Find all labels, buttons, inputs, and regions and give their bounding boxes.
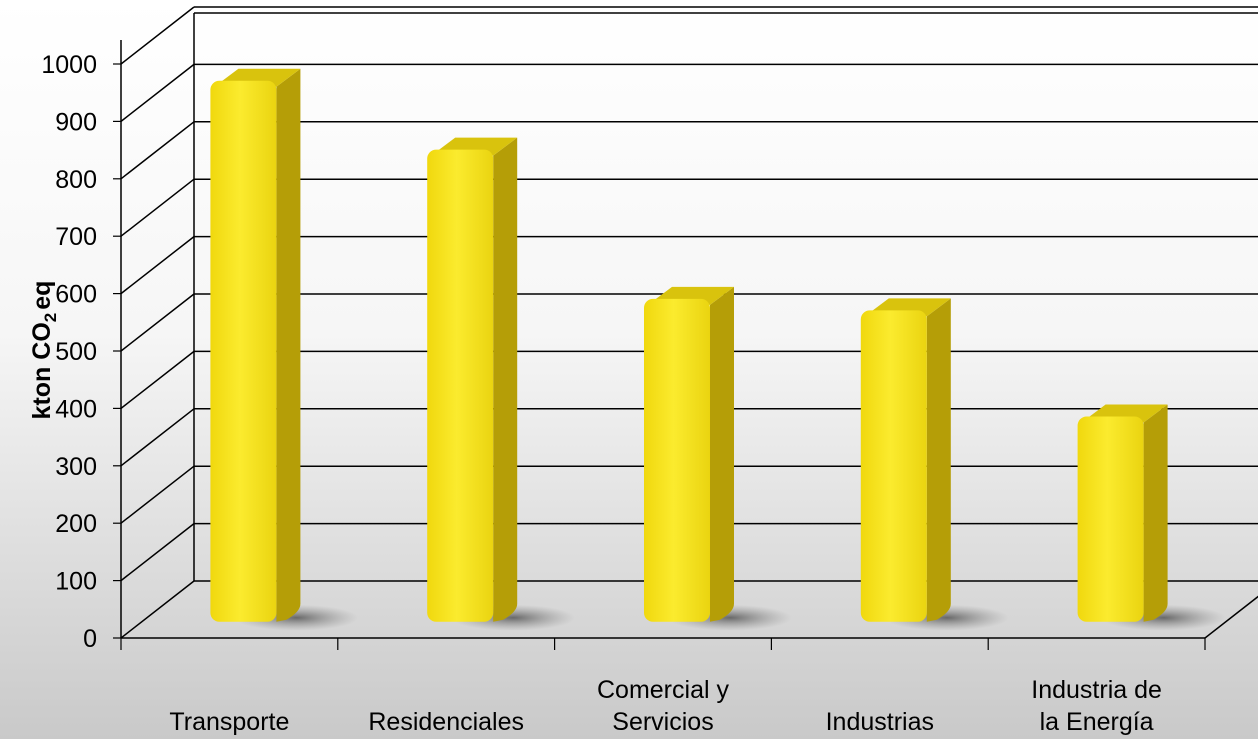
y-tick-label: 400 [55,395,97,423]
y-tick-label: 0 [83,625,97,653]
bar-side-face [1143,404,1168,622]
bar-front-face [427,149,494,622]
y-tick-label: 800 [55,166,97,194]
gridline-diagonal [120,293,195,352]
y-axis-title-subscript: 2 [41,313,60,322]
x-category-label: Industrias [826,708,934,736]
x-category-label-line: Comercial y [597,676,729,704]
y-axis-title-suffix: eq [28,281,56,310]
x-category-label-line: Industria de [1031,676,1162,704]
y-tick-label: 600 [55,281,97,309]
x-category-label: Industria de la Energía [1031,676,1162,736]
bar-2 [427,137,576,631]
x-category-label-line: Transporte [169,708,289,736]
bar-front-face [860,310,927,622]
x-category-labels: Transporte Residenciales Comercial y Servic… [169,676,1162,736]
y-tick-label: 300 [55,453,97,481]
gridline-diagonal [120,236,195,295]
gridline-diagonal [120,580,195,639]
y-tick-label: 900 [55,108,97,136]
x-category-label-line: Servicios [612,708,713,736]
bar-front-face [1077,416,1144,622]
bar-5 [1077,404,1226,631]
y-axis-title-prefix: kton CO [28,322,56,419]
y-tick-label: 500 [55,338,97,366]
bar-3 [644,286,792,631]
gridline-diagonal [120,121,195,180]
x-category-label: Comercial y Servicios [597,676,729,736]
gridline-diagonal [120,350,195,409]
bar-4 [860,298,1009,631]
bar-side-face [710,286,734,622]
bar-side-face [926,298,951,622]
y-tick-label: 200 [55,510,97,538]
x-category-label-line: Industrias [826,708,934,736]
plot-frame [120,12,1258,650]
gridline-diagonal [120,408,195,467]
bars [210,68,1226,631]
y-axis-title: kton CO2 eq [28,281,60,420]
y-tick-label: 100 [55,568,97,596]
x-category-label: Transporte [169,708,289,736]
x-category-label-line: la Energía [1040,708,1154,736]
x-category-label: Residenciales [368,708,524,736]
bar-front-face [210,80,277,622]
bar-side-face [493,137,518,622]
x-category-label-line: Residenciales [368,708,524,736]
y-tick-label: 700 [55,223,97,251]
bar-front-face [644,298,710,622]
gridline-diagonal [120,523,195,582]
y-tick-label: 1000 [41,51,97,79]
gridline-diagonal [120,6,195,65]
bar-side-face [276,68,301,622]
bar-1 [210,68,359,631]
y-tick-labels: 0 100 200 300 400 500 600 700 800 900 1000 [41,51,121,653]
gridline-diagonal [120,178,195,237]
gridline-diagonal [120,63,195,122]
gridline-diagonal [120,465,195,524]
floor-right-edge [1204,595,1258,639]
